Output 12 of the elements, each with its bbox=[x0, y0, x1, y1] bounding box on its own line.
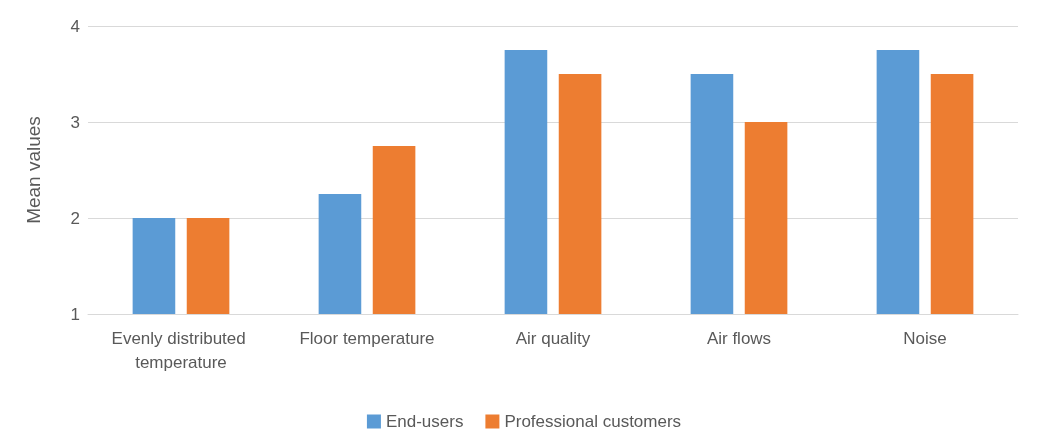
legend-label: End-users bbox=[385, 412, 464, 431]
x-tick-label: Floor temperature bbox=[299, 328, 435, 348]
y-tick-label: 3 bbox=[70, 112, 80, 132]
x-tick-label: Evenly distributed temperature bbox=[111, 328, 251, 372]
x-tick-label: Air flows bbox=[706, 328, 772, 348]
x-tick-label: Air quality bbox=[515, 328, 591, 348]
y-tick-label: 1 bbox=[70, 304, 80, 324]
legend-label: Professional customers bbox=[504, 412, 682, 431]
y-tick-label: 2 bbox=[70, 208, 80, 228]
y-tick-label: 4 bbox=[70, 16, 80, 36]
y-axis-title: Mean values bbox=[23, 116, 44, 224]
x-tick-label: Noise bbox=[903, 328, 947, 348]
